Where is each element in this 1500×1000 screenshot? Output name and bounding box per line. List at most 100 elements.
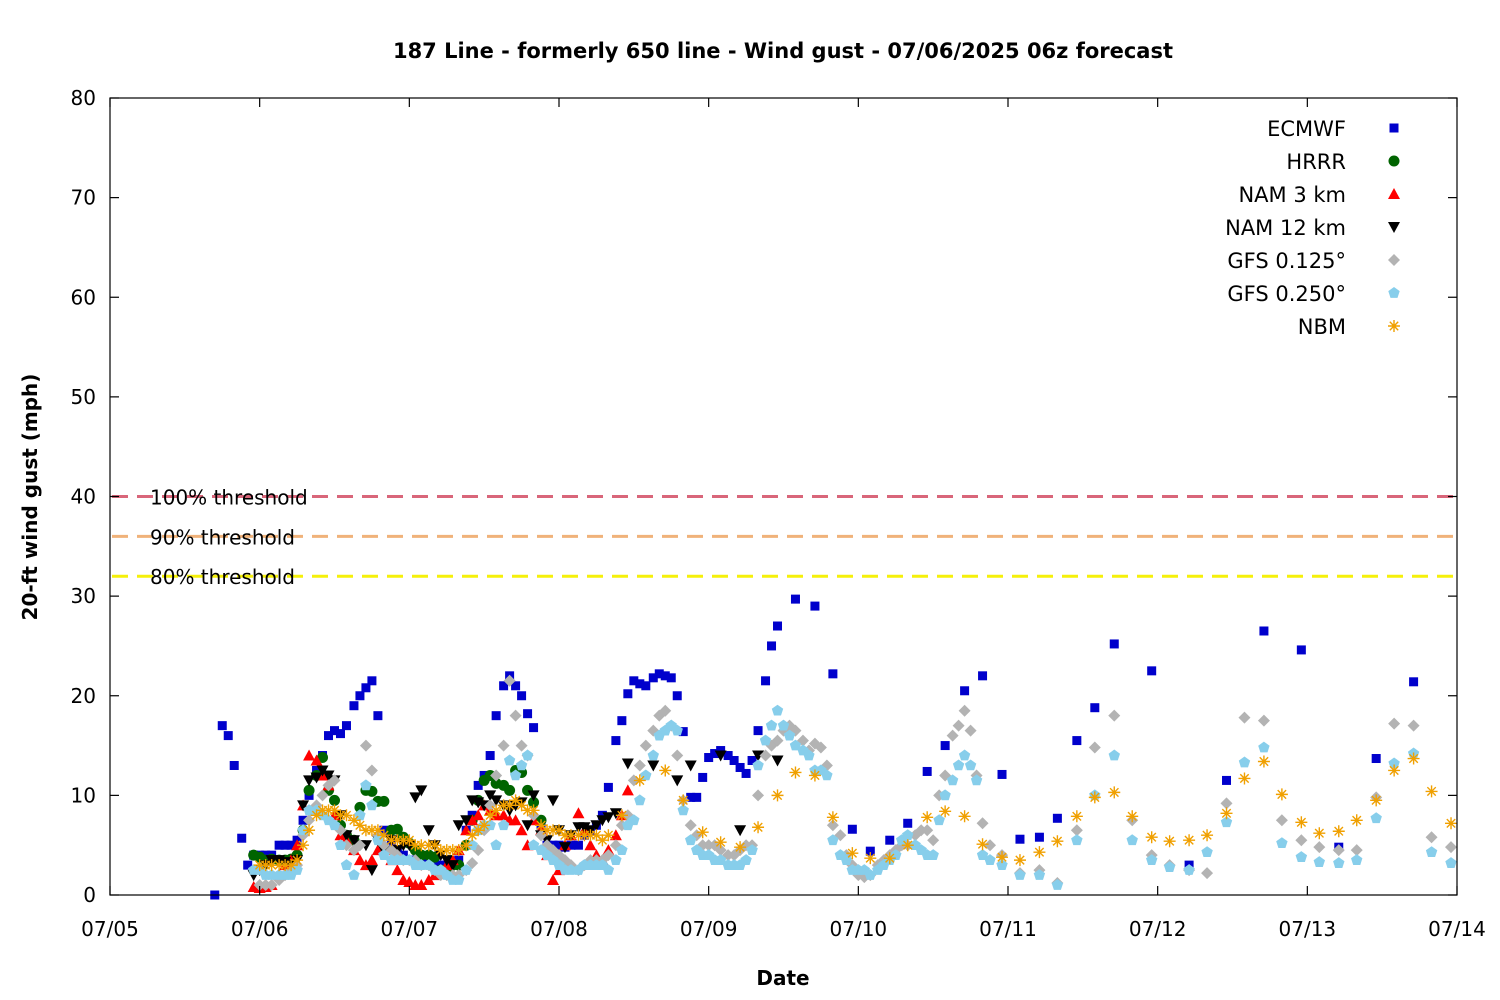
point-gfs-0-250 xyxy=(303,804,315,816)
point-nbm xyxy=(490,804,503,817)
point-ecmwf xyxy=(349,701,359,711)
point-gfs-0-250 xyxy=(789,739,802,751)
point-nam-3-km xyxy=(310,754,323,766)
point-gfs-0-250 xyxy=(958,749,971,761)
point-gfs-0-250 xyxy=(565,864,577,875)
point-nbm xyxy=(347,814,360,827)
point-nam-12-km xyxy=(647,760,660,772)
point-nbm xyxy=(535,819,548,832)
point-ecmwf xyxy=(554,840,564,850)
point-nam-12-km xyxy=(734,825,747,837)
point-nam-3-km xyxy=(303,749,316,761)
point-hrrr xyxy=(528,796,540,808)
point-gfs-0-250 xyxy=(1108,749,1120,761)
point-gfs-0-125 xyxy=(759,749,772,762)
legend-label-hrrr: HRRR xyxy=(1286,150,1346,174)
y-tick-label: 50 xyxy=(71,385,96,409)
point-nbm xyxy=(466,829,479,842)
point-gfs-0-250 xyxy=(1051,879,1064,890)
point-gfs-0-250 xyxy=(752,759,764,771)
point-ecmwf xyxy=(335,729,345,739)
point-nam-12-km xyxy=(714,750,727,762)
point-gfs-0-250 xyxy=(1220,816,1233,828)
point-nam-12-km xyxy=(460,815,473,827)
legend-marker-nam-3-km xyxy=(1388,188,1400,199)
point-ecmwf xyxy=(491,711,501,721)
point-gfs-0-125 xyxy=(927,834,940,847)
point-gfs-0-125 xyxy=(1332,844,1345,857)
x-tick-label: 07/08 xyxy=(530,917,588,941)
point-nam-3-km xyxy=(365,854,378,866)
point-gfs-0-250 xyxy=(366,799,378,811)
point-ecmwf xyxy=(773,621,783,631)
series-gfs-0-250 xyxy=(248,704,1457,890)
x-tick-label: 07/13 xyxy=(1279,917,1337,941)
point-ecmwf xyxy=(1034,832,1044,842)
point-nbm xyxy=(1201,829,1214,842)
point-nam-12-km xyxy=(771,755,784,767)
point-nbm xyxy=(714,836,727,849)
point-nbm xyxy=(864,852,877,865)
point-nbm xyxy=(1275,788,1288,801)
point-nbm xyxy=(515,799,528,812)
point-ecmwf xyxy=(828,669,838,679)
point-nbm xyxy=(303,824,316,837)
100-threshold-label: 100% threshold xyxy=(150,486,308,510)
point-ecmwf xyxy=(523,709,533,719)
point-ecmwf xyxy=(790,594,800,604)
point-nam-3-km xyxy=(584,839,597,851)
point-gfs-0-250 xyxy=(490,839,502,850)
point-gfs-0-250 xyxy=(515,759,528,771)
point-nam-12-km xyxy=(484,790,497,802)
point-nam-12-km xyxy=(409,792,422,804)
point-gfs-0-250 xyxy=(677,804,689,816)
point-nbm xyxy=(1088,791,1101,804)
data-points xyxy=(210,594,1458,900)
point-gfs-0-250 xyxy=(1146,854,1158,865)
point-nbm xyxy=(1388,764,1401,777)
point-nbm xyxy=(1332,825,1345,838)
point-ecmwf xyxy=(978,671,988,681)
point-gfs-0-125 xyxy=(659,704,672,717)
point-nam-12-km xyxy=(527,790,540,802)
point-gfs-0-125 xyxy=(671,749,684,762)
point-nbm xyxy=(564,829,577,842)
point-nbm xyxy=(1163,835,1176,848)
point-nbm xyxy=(615,809,628,822)
point-nbm xyxy=(428,839,441,852)
point-gfs-0-125 xyxy=(1350,844,1363,857)
point-ecmwf xyxy=(629,676,639,686)
point-ecmwf xyxy=(617,716,627,726)
point-gfs-0-250 xyxy=(803,749,815,761)
point-nbm xyxy=(996,851,1009,864)
point-ecmwf xyxy=(654,669,664,679)
point-ecmwf xyxy=(666,673,676,683)
point-nbm xyxy=(590,829,603,842)
point-nbm xyxy=(1313,827,1326,840)
point-gfs-0-125 xyxy=(976,817,989,830)
point-gfs-0-250 xyxy=(984,854,996,865)
point-gfs-0-250 xyxy=(647,749,659,761)
point-nbm xyxy=(826,811,839,824)
point-gfs-0-250 xyxy=(771,704,784,716)
point-hrrr xyxy=(378,795,390,807)
point-gfs-0-250 xyxy=(1445,857,1457,868)
point-nbm xyxy=(1108,786,1121,799)
point-gfs-0-125 xyxy=(1238,711,1251,724)
90-threshold-label: 90% threshold xyxy=(150,525,295,549)
point-gfs-0-250 xyxy=(453,874,465,885)
point-gfs-0-125 xyxy=(1108,709,1121,722)
point-ecmwf xyxy=(1409,677,1419,687)
point-nam-3-km xyxy=(572,807,585,819)
point-ecmwf xyxy=(741,768,751,778)
y-tick-label: 80 xyxy=(71,86,96,110)
y-tick-label: 40 xyxy=(71,485,96,509)
point-nam-12-km xyxy=(322,770,335,782)
point-nbm xyxy=(1295,816,1308,829)
point-ecmwf xyxy=(847,824,857,834)
point-gfs-0-250 xyxy=(746,844,758,855)
point-nbm xyxy=(602,829,615,842)
point-nam-12-km xyxy=(547,795,560,807)
point-gfs-0-125 xyxy=(964,724,977,737)
